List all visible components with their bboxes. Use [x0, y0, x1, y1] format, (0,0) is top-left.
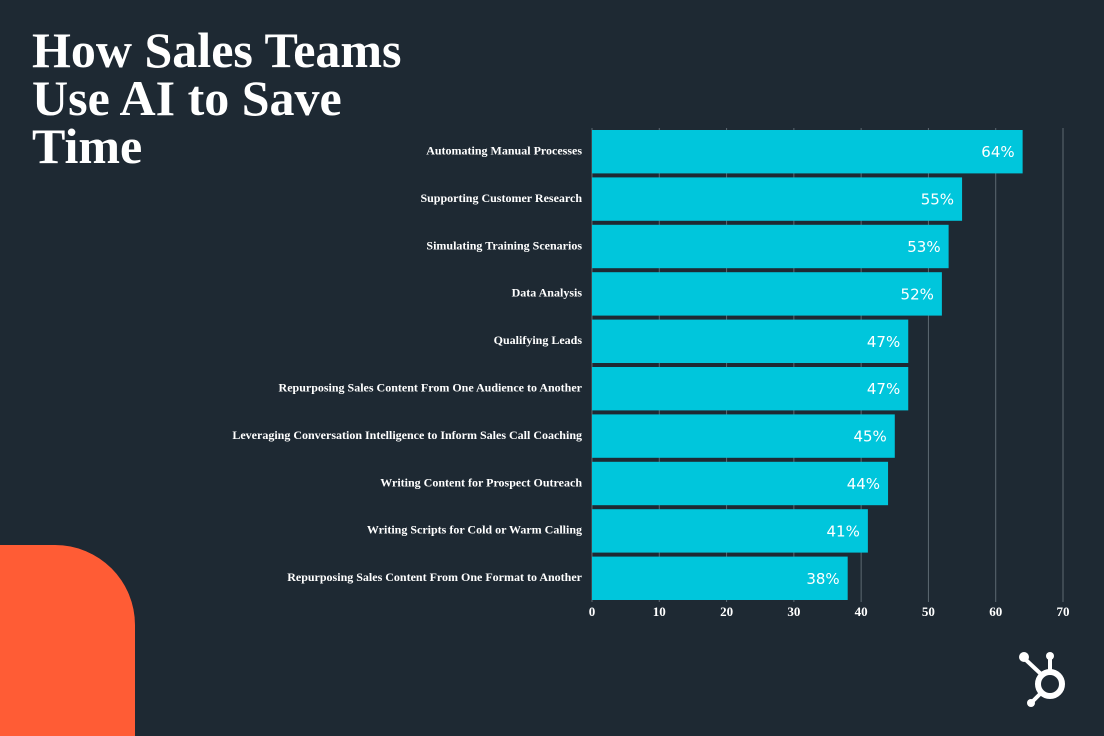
x-tick-label: 70 — [1057, 604, 1070, 619]
y-tick-label: Automating Manual Processes — [426, 143, 582, 157]
x-tick-label: 30 — [787, 604, 800, 619]
bar-value-label: 38% — [806, 570, 839, 588]
y-tick-label: Leveraging Conversation Intelligence to … — [232, 428, 582, 442]
x-tick-label: 0 — [589, 604, 596, 619]
y-tick-label: Data Analysis — [512, 286, 583, 300]
bar-value-label: 47% — [867, 380, 900, 398]
decoration — [0, 545, 135, 736]
bar — [592, 414, 895, 458]
bar-value-label: 47% — [867, 333, 900, 351]
x-tick-label: 10 — [653, 604, 666, 619]
y-tick-label: Writing Scripts for Cold or Warm Calling — [367, 523, 582, 537]
bar — [592, 177, 963, 221]
bar-value-label: 45% — [853, 428, 886, 446]
y-tick-label: Repurposing Sales Content From One Audie… — [279, 380, 583, 394]
bar-value-label: 44% — [847, 475, 880, 493]
bar — [592, 556, 848, 600]
bar-value-label: 55% — [921, 191, 954, 209]
bar — [592, 461, 889, 506]
y-tick-label: Writing Content for Prospect Outreach — [380, 475, 582, 489]
x-tick-label: 20 — [720, 604, 733, 619]
y-tick-label: Supporting Customer Research — [420, 191, 582, 205]
bar — [592, 272, 942, 316]
bar — [592, 367, 909, 411]
x-tick-label: 50 — [922, 604, 935, 619]
bar-value-label: 52% — [901, 285, 934, 303]
bar — [592, 319, 909, 363]
x-tick-label: 40 — [855, 604, 868, 619]
bar-value-label: 41% — [827, 522, 860, 540]
logo — [1019, 652, 1065, 707]
bar-value-label: 64% — [981, 143, 1014, 161]
y-tick-label: Repurposing Sales Content From One Forma… — [287, 570, 582, 584]
chart-title: How Sales Teams Use AI to Save Time — [32, 22, 402, 174]
bar-value-label: 53% — [907, 238, 940, 256]
bar — [592, 224, 949, 269]
y-tick-label: Qualifying Leads — [494, 333, 583, 347]
bar — [592, 509, 868, 553]
x-tick-label: 60 — [989, 604, 1002, 619]
bar — [592, 130, 1023, 174]
y-tick-label: Simulating Training Scenarios — [426, 238, 582, 252]
